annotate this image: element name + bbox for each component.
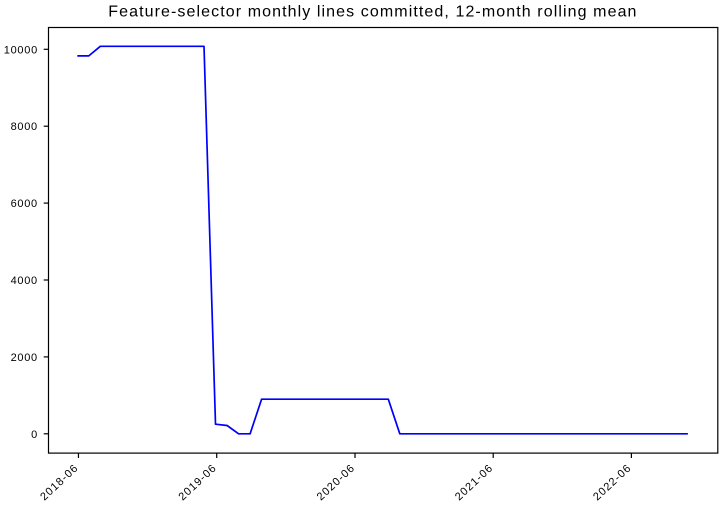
svg-text:8000: 8000 bbox=[11, 121, 38, 133]
svg-text:10000: 10000 bbox=[4, 44, 38, 56]
svg-text:0: 0 bbox=[31, 429, 38, 441]
svg-text:6000: 6000 bbox=[11, 198, 38, 210]
svg-text:4000: 4000 bbox=[11, 275, 38, 287]
svg-text:2000: 2000 bbox=[11, 352, 38, 364]
svg-text:Feature-selector monthly lines: Feature-selector monthly lines committed… bbox=[108, 4, 637, 21]
